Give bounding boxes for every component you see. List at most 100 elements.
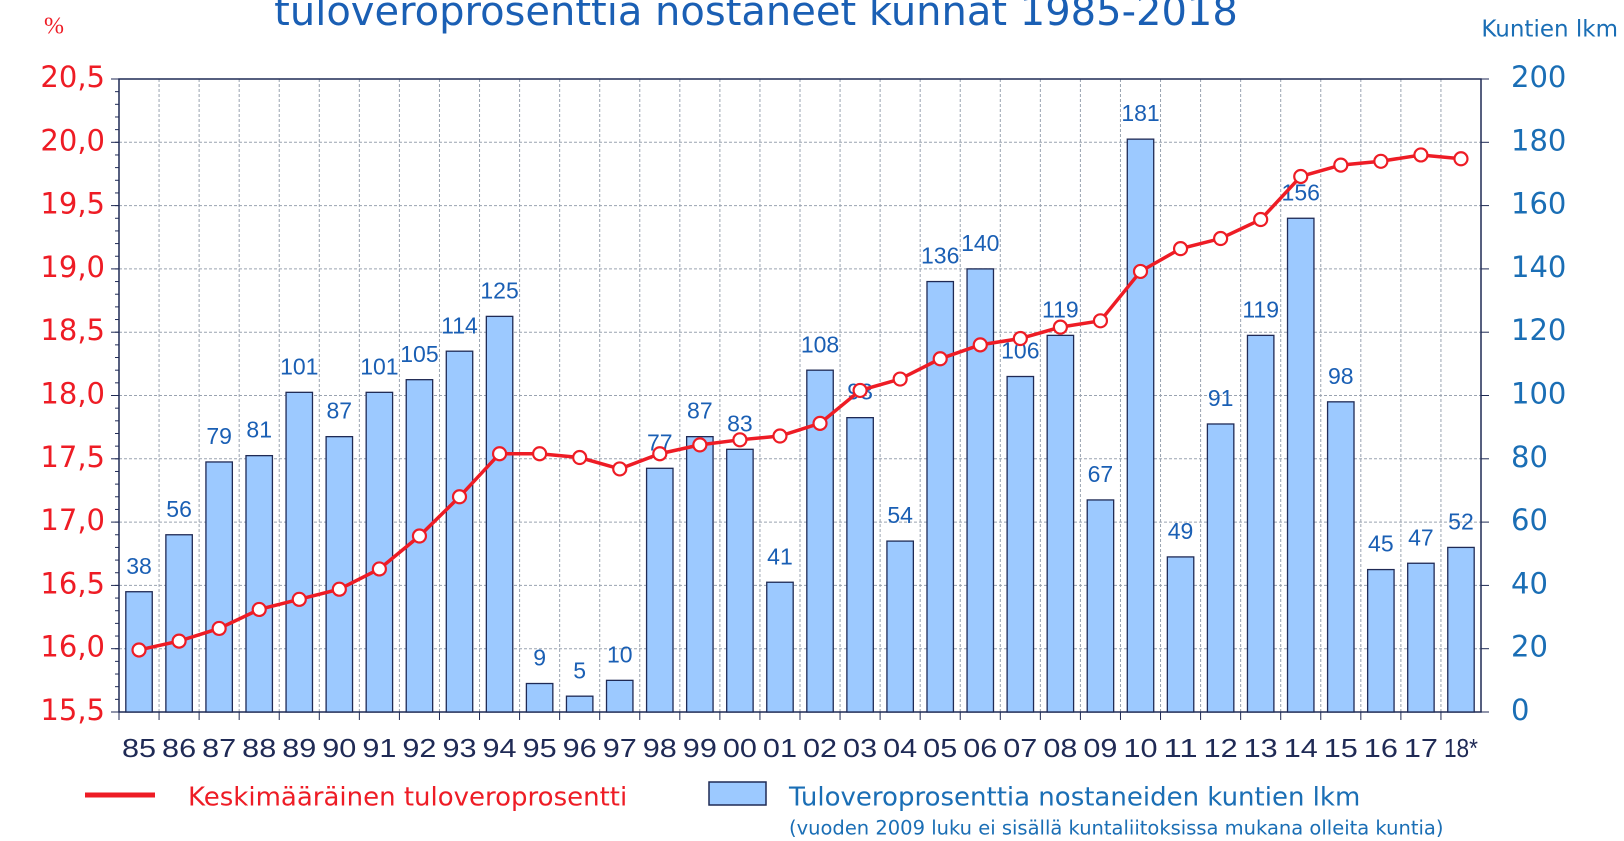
line-marker [171, 633, 187, 649]
line-marker [612, 461, 628, 477]
bar-value-label: 87 [687, 398, 713, 424]
bar [846, 417, 874, 713]
line-marker [451, 489, 468, 505]
line-marker [1213, 230, 1229, 247]
x-tick-label: 90 [322, 733, 356, 763]
bar-value-label: 101 [280, 353, 318, 379]
x-tick-label: 00 [723, 733, 757, 763]
x-tick-label: 88 [242, 733, 276, 763]
line-marker [772, 428, 788, 444]
bar [365, 391, 394, 713]
bar-value-label: 140 [961, 230, 999, 256]
line-marker [131, 642, 147, 658]
line-marker [572, 449, 588, 466]
bar [1046, 334, 1075, 713]
x-tick-label: 87 [202, 733, 236, 763]
x-tick-label: 96 [563, 733, 597, 763]
y2-tick-label: 0 [1511, 693, 1529, 727]
y2-tick-label: 20 [1511, 630, 1548, 664]
x-tick-label: 91 [362, 733, 396, 763]
line-marker [1413, 147, 1429, 163]
bar-value-label: 105 [400, 341, 438, 367]
bar-value-label: 91 [1208, 385, 1234, 411]
bar-value-label: 181 [1121, 100, 1159, 126]
line-marker [1293, 168, 1309, 185]
line-marker [1333, 157, 1349, 173]
line-marker [371, 561, 387, 577]
x-tick-label: 03 [843, 733, 877, 763]
line-marker [932, 351, 948, 367]
y2-tick-label: 160 [1511, 187, 1566, 221]
bar-value-label: 9 [533, 645, 546, 671]
x-tick-label: 01 [763, 733, 797, 763]
y-tick-label: 19,0 [40, 250, 105, 284]
bar [605, 679, 634, 713]
x-tick-label: 08 [1043, 733, 1077, 763]
y2-tick-label: 100 [1511, 377, 1566, 411]
x-tick-label: 97 [603, 733, 637, 763]
bar-value-label: 10 [607, 641, 633, 667]
plot-area: 15,5 16,0 16,5 17,0 17,5 18,0 18,5 19,0 19,5 20,0… [40, 60, 1566, 763]
bar-value-label: 49 [1168, 518, 1194, 544]
bar-value-label: 136 [921, 243, 959, 269]
line-marker [972, 337, 988, 353]
chart-title: tuloveroprosenttia nostaneet kunnat 1985… [274, 0, 1238, 35]
x-tick-label: 09 [1083, 733, 1117, 763]
x-tick-label: 13 [1244, 733, 1278, 763]
line-marker [732, 432, 748, 448]
bar-value-label: 5 [573, 657, 586, 683]
x-tick-label: 99 [683, 733, 717, 763]
x-tick-label: 02 [803, 733, 837, 763]
bar [1286, 217, 1315, 713]
bar-value-label: 87 [327, 398, 353, 424]
bar [966, 268, 995, 713]
bar-value-label: 83 [727, 410, 753, 436]
line-marker [1172, 241, 1189, 257]
bar [165, 534, 193, 713]
x-tick-label: 12 [1204, 733, 1238, 763]
bar-value-label: 125 [480, 277, 518, 303]
line-marker [1453, 151, 1469, 167]
y2-tick-label: 80 [1511, 440, 1548, 474]
x-tick-label: 06 [963, 733, 997, 763]
x-tick-label: 10 [1123, 733, 1157, 763]
y2-tick-label: 200 [1511, 60, 1566, 94]
line-marker [211, 620, 227, 637]
bar [685, 435, 714, 713]
y2-tick-label: 60 [1511, 503, 1548, 537]
line-marker [652, 446, 668, 462]
bar [445, 350, 474, 713]
line-marker [491, 446, 508, 462]
bar [645, 467, 674, 713]
y-axis-label: % [44, 14, 64, 40]
x-tick-label: 89 [282, 733, 316, 763]
x-tick-label: 04 [883, 733, 917, 763]
bar [1086, 499, 1115, 713]
bar-value-label: 101 [360, 353, 398, 379]
y2-axis-label: Kuntien lkm [1481, 17, 1618, 43]
bar-value-label: 114 [441, 312, 478, 338]
bar [245, 454, 274, 713]
line-marker [892, 371, 908, 387]
y-tick-label: 17,5 [40, 440, 105, 474]
line-marker [1052, 319, 1068, 335]
bar [886, 540, 915, 713]
bar-value-label: 52 [1448, 508, 1474, 534]
line-marker [291, 591, 307, 607]
y-tick-label: 16,0 [40, 630, 105, 664]
legend-entry: Keskimääräinen tuloveroprosentti [188, 783, 627, 813]
y-tick-label: 19,5 [40, 187, 105, 221]
y-tick-label: 15,5 [40, 693, 105, 727]
bar [285, 391, 314, 713]
bar [485, 315, 514, 713]
bar [726, 448, 754, 713]
bar-value-label: 67 [1088, 461, 1114, 487]
bar [1246, 334, 1275, 713]
bar [766, 581, 794, 713]
y-tick-label: 18,0 [40, 377, 105, 411]
line-marker [692, 437, 708, 453]
bar-value-label: 47 [1408, 524, 1434, 550]
x-tick-label: 17 [1404, 733, 1438, 763]
line-marker [532, 446, 548, 462]
